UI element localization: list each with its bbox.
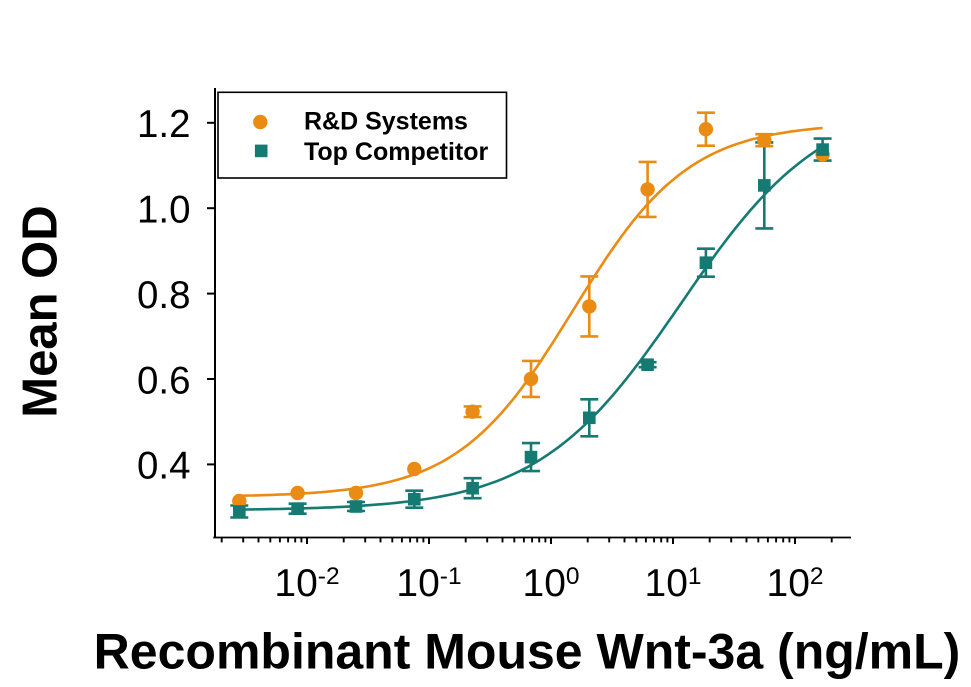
svg-text:10: 10 [274,562,317,605]
svg-text:Mean OD: Mean OD [14,205,68,417]
svg-text:0.4: 0.4 [137,445,191,488]
svg-text:10: 10 [523,562,566,605]
svg-text:-1: -1 [440,563,462,590]
svg-text:1.0: 1.0 [137,189,191,232]
svg-text:R&D Systems: R&D Systems [304,108,468,136]
svg-text:10: 10 [645,562,688,605]
svg-text:0.6: 0.6 [137,359,191,402]
svg-text:2: 2 [810,563,824,590]
svg-text:0: 0 [566,563,580,590]
svg-text:0.8: 0.8 [137,274,191,317]
svg-text:10: 10 [396,562,439,605]
svg-text:10: 10 [767,562,810,605]
svg-text:1.2: 1.2 [137,103,191,146]
svg-text:1: 1 [688,563,702,590]
svg-text:Top Competitor: Top Competitor [304,138,488,166]
svg-text:Recombinant Mouse Wnt-3a (ng/m: Recombinant Mouse Wnt-3a (ng/mL) [94,624,961,680]
svg-text:-2: -2 [318,563,340,590]
